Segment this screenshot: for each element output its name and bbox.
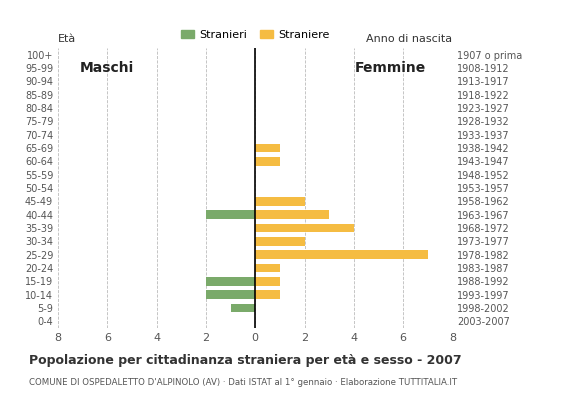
Legend: Stranieri, Straniere: Stranieri, Straniere bbox=[177, 26, 334, 44]
Bar bbox=[255, 210, 329, 219]
Bar bbox=[255, 224, 354, 232]
Text: Anno di nascita: Anno di nascita bbox=[367, 34, 452, 44]
Bar bbox=[255, 277, 280, 286]
Text: Femmine: Femmine bbox=[355, 61, 426, 75]
Bar bbox=[255, 290, 280, 299]
Bar bbox=[255, 264, 280, 272]
Bar bbox=[206, 277, 255, 286]
Bar bbox=[255, 237, 304, 246]
Bar bbox=[255, 157, 280, 166]
Bar bbox=[255, 250, 428, 259]
Bar bbox=[231, 304, 255, 312]
Text: Popolazione per cittadinanza straniera per età e sesso - 2007: Popolazione per cittadinanza straniera p… bbox=[29, 354, 462, 367]
Text: Maschi: Maschi bbox=[80, 61, 135, 75]
Text: Età: Età bbox=[58, 34, 76, 44]
Bar bbox=[206, 210, 255, 219]
Bar bbox=[255, 144, 280, 152]
Text: COMUNE DI OSPEDALETTO D'ALPINOLO (AV) · Dati ISTAT al 1° gennaio · Elaborazione : COMUNE DI OSPEDALETTO D'ALPINOLO (AV) · … bbox=[29, 378, 457, 387]
Bar bbox=[255, 197, 304, 206]
Bar bbox=[206, 290, 255, 299]
